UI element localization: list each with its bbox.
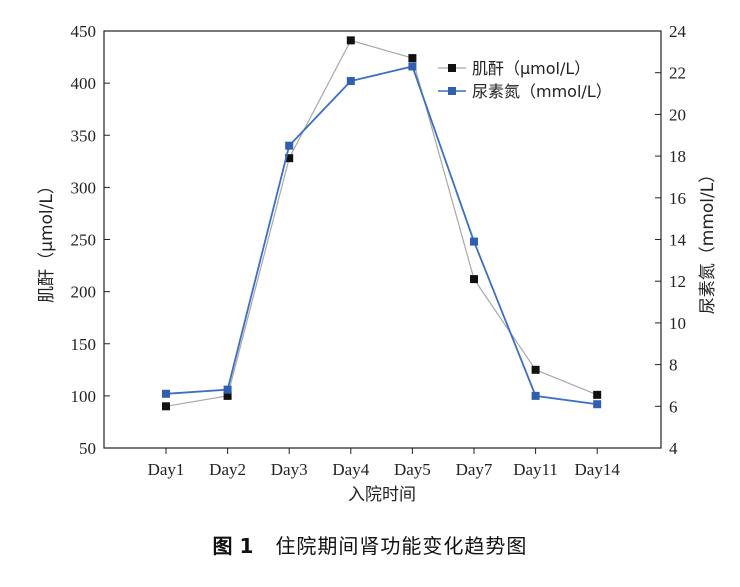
right-axis: 4 6 8 10 12 14 16 18 20 22 24 bbox=[655, 22, 687, 458]
right-tick-label: 8 bbox=[669, 356, 678, 375]
series-line-0 bbox=[165, 39, 598, 407]
right-axis-title: 尿素氮（mmol/L） bbox=[698, 166, 718, 314]
legend-marker-creatinine bbox=[448, 64, 456, 72]
right-tick-label: 20 bbox=[669, 105, 686, 124]
series-1-point bbox=[470, 237, 478, 246]
legend-label-bun: 尿素氮（mmol/L） bbox=[472, 82, 612, 101]
x-tick-label: Day11 bbox=[513, 460, 558, 479]
right-tick-label: 4 bbox=[669, 439, 678, 458]
left-axis: 50 100 150 200 250 300 350 400 450 bbox=[71, 22, 110, 458]
legend-marker-bun bbox=[448, 87, 456, 95]
series-1-point bbox=[408, 62, 417, 71]
left-tick-label: 350 bbox=[71, 126, 97, 145]
left-tick-label: 250 bbox=[71, 231, 97, 250]
series-line-1 bbox=[165, 65, 598, 406]
x-tick-label: Day2 bbox=[209, 460, 246, 479]
figure-number: 图 1 bbox=[212, 534, 254, 558]
series-layer bbox=[162, 36, 602, 411]
left-tick-label: 150 bbox=[71, 335, 97, 354]
x-tick-label: Day5 bbox=[394, 460, 431, 479]
series-0-point bbox=[346, 36, 355, 45]
series-0-point bbox=[408, 54, 417, 63]
series-0-point bbox=[531, 365, 540, 374]
right-tick-label: 14 bbox=[669, 231, 687, 250]
figure-caption-text: 住院期间肾功能变化趋势图 bbox=[275, 534, 528, 558]
left-tick-label: 200 bbox=[71, 283, 97, 302]
right-tick-label: 6 bbox=[669, 397, 678, 416]
x-axis: Day1 Day2 Day3 Day4 Day5 Day7 Day11 Day14 bbox=[148, 448, 621, 479]
x-tick-label: Day3 bbox=[271, 460, 308, 479]
right-tick-label: 12 bbox=[669, 272, 686, 291]
series-1-point bbox=[346, 77, 355, 86]
legend-label-creatinine: 肌酐（μmol/L） bbox=[472, 59, 590, 78]
series-1-point bbox=[593, 400, 602, 409]
right-tick-label: 24 bbox=[669, 22, 687, 41]
left-axis-title: 肌酐（μmol/L） bbox=[37, 177, 57, 303]
series-0-point bbox=[223, 391, 232, 400]
series-0-point bbox=[162, 402, 170, 411]
series-1-point bbox=[223, 385, 232, 394]
right-tick-label: 22 bbox=[669, 64, 686, 83]
series-0-point bbox=[593, 390, 602, 399]
legend: 肌酐（μmol/L） 尿素氮（mmol/L） bbox=[438, 59, 612, 101]
chart-canvas: 50 100 150 200 250 300 350 400 450 4 6 8 10 12 14 16 18… bbox=[37, 22, 718, 505]
x-tick-label: Day4 bbox=[332, 460, 369, 479]
x-tick-label: Day14 bbox=[575, 460, 621, 479]
x-axis-title: 入院时间 bbox=[348, 485, 416, 505]
x-tick-label: Day1 bbox=[148, 460, 185, 479]
right-tick-label: 10 bbox=[669, 314, 686, 333]
right-tick-label: 16 bbox=[669, 189, 686, 208]
left-tick-label: 100 bbox=[71, 387, 97, 406]
left-tick-label: 300 bbox=[71, 178, 97, 197]
x-tick-label: Day7 bbox=[456, 460, 493, 479]
right-tick-label: 18 bbox=[669, 147, 686, 166]
figure-caption: 图 1 住院期间肾功能变化趋势图 bbox=[0, 530, 740, 559]
series-1-point bbox=[162, 389, 170, 398]
series-1-point bbox=[285, 141, 294, 150]
left-tick-label: 400 bbox=[71, 74, 97, 93]
series-0-point bbox=[285, 154, 294, 163]
left-tick-label: 450 bbox=[71, 22, 97, 41]
series-0-point bbox=[470, 275, 478, 284]
left-tick-label: 50 bbox=[79, 439, 96, 458]
series-1-point bbox=[531, 391, 540, 400]
